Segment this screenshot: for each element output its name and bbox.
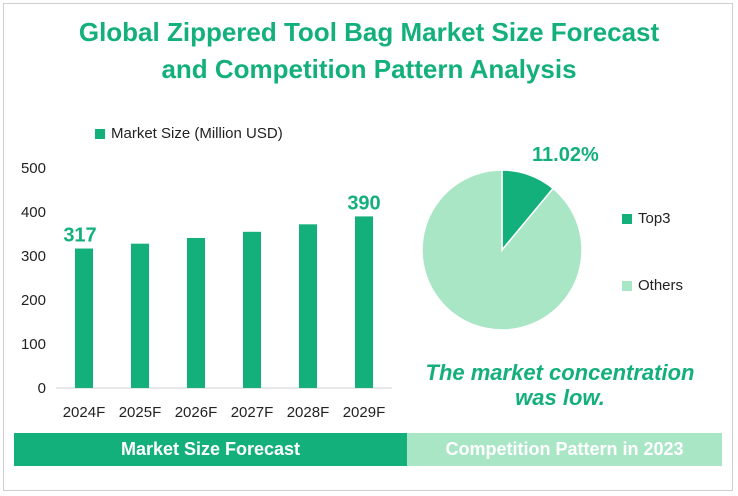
x-tick-label-2: 2026F (175, 404, 218, 421)
bar-2024F (75, 248, 93, 388)
bar-legend-swatch (95, 128, 105, 139)
bar-legend-label: Market Size (Million USD) (111, 125, 283, 142)
bar-2028F (299, 224, 317, 388)
y-tick-label-1: 100 (21, 336, 46, 353)
x-tick-label-4: 2028F (287, 404, 330, 421)
bar-2025F (131, 243, 149, 388)
title-line-2: and Competition Pattern Analysis (161, 54, 577, 84)
bar-2029F (355, 216, 373, 388)
pie-legend-others: Others (622, 277, 683, 294)
x-tick-label-1: 2025F (119, 404, 162, 421)
pie-slice-others (421, 169, 583, 331)
pie-legend-others-swatch (622, 280, 632, 291)
y-tick-label-5: 500 (21, 160, 46, 177)
bar-2027F (243, 231, 261, 388)
y-tick-label-2: 200 (21, 292, 46, 309)
footer-market-size: Market Size Forecast (14, 433, 407, 466)
bar-legend: Market Size (Million USD) (95, 125, 283, 142)
conclusion-text: The market concentration was low. (425, 360, 695, 410)
x-tick-label-3: 2027F (231, 404, 274, 421)
footer-competition: Competition Pattern in 2023 (407, 433, 722, 466)
pie-legend-others-label: Others (638, 277, 684, 294)
x-tick-label-5: 2029F (343, 404, 386, 421)
y-tick-label-0: 0 (38, 380, 46, 397)
bar-2026F (187, 237, 205, 388)
x-tick-label-0: 2024F (63, 404, 106, 421)
pie-legend-top3-swatch (622, 213, 632, 224)
y-tick-label-4: 400 (21, 204, 46, 221)
pie-legend-top3: Top3 (622, 210, 671, 227)
y-tick-label-3: 300 (21, 248, 46, 265)
title-line-1: Global Zippered Tool Bag Market Size For… (78, 17, 660, 47)
pie-top3-data-label: 11.02% (532, 144, 599, 166)
bar-data-label-2029F: 390 (347, 192, 380, 214)
pie-legend-top3-label: Top3 (638, 210, 671, 227)
chart-title: Global Zippered Tool Bag Market Size For… (0, 14, 738, 88)
bar-data-label-2024F: 317 (63, 225, 96, 247)
